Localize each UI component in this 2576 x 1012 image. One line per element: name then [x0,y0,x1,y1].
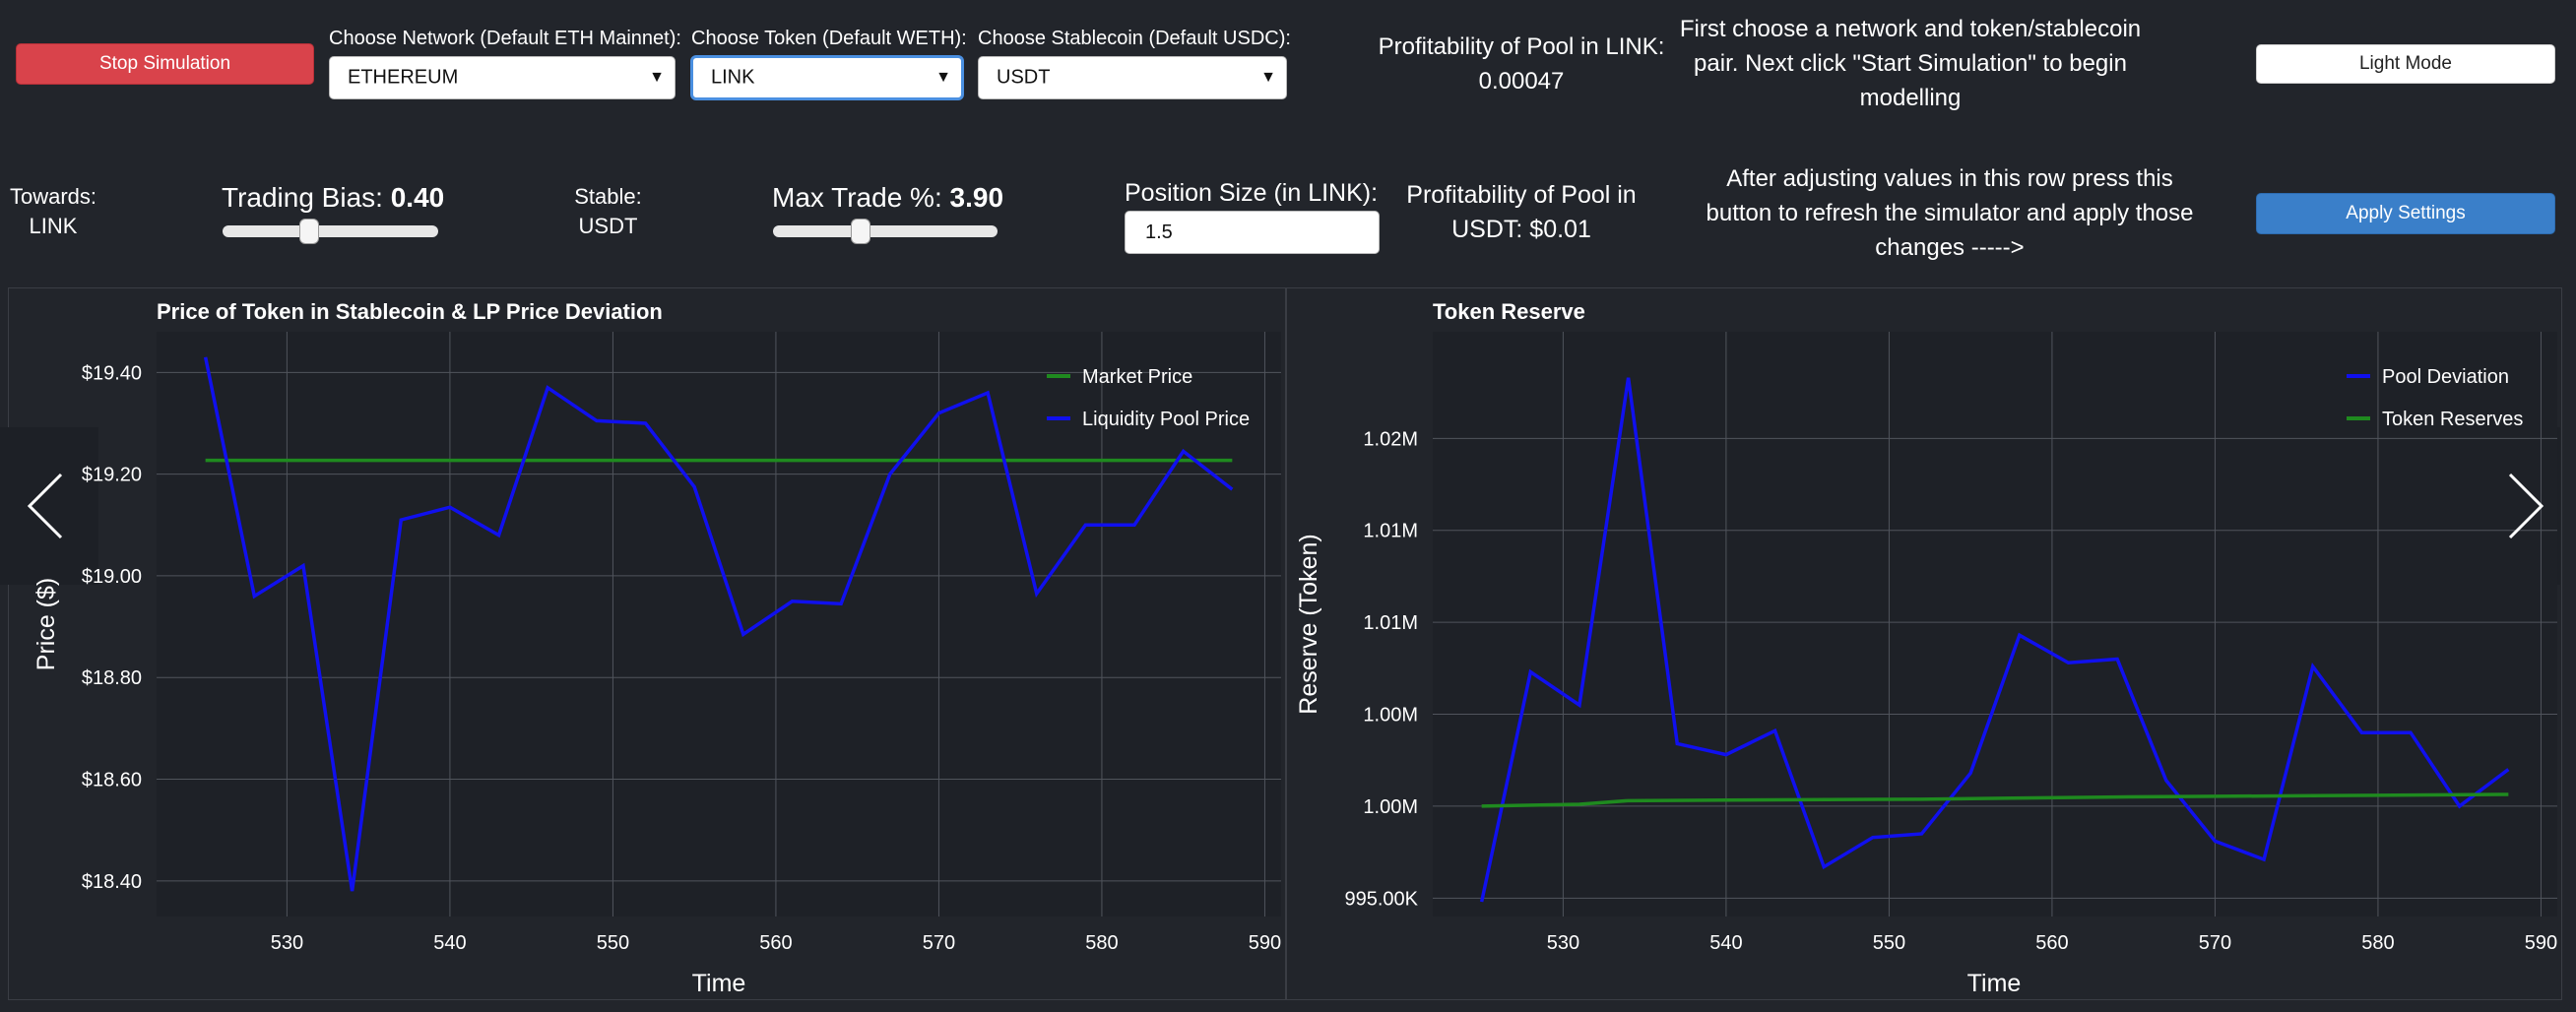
trading-bias-text: Trading Bias: [222,182,391,213]
profitability-stable: Profitability of Pool in USDT: $0.01 [1406,181,1637,243]
max-trade-slider[interactable] [773,225,998,237]
y-tick-label: $18.60 [82,770,142,791]
position-size-label: Position Size (in LINK): [1125,179,1379,207]
price-chart-title: Price of Token in Stablecoin & LP Price … [157,299,663,324]
x-tick-label: 570 [2199,932,2231,954]
chevron-right-icon[interactable] [2508,473,2544,539]
reserve-chart-ylabel: Reserve (Token) [1295,534,1322,714]
x-tick-label: 560 [759,932,792,954]
x-tick-label: 530 [271,932,303,954]
reserve-chart-title: Token Reserve [1433,299,1585,324]
trading-bias-slider[interactable] [223,225,438,237]
price-chart-legend: Market Price Liquidity Pool Price [1047,366,1250,430]
network-label: Choose Network (Default ETH Mainnet): [329,28,681,49]
token-select[interactable]: LINK ▼ [691,56,963,99]
network-select-value: ETHEREUM [348,66,459,89]
dropdown-arrow-icon: ▼ [935,69,951,86]
y-tick-label: 1.01M [1363,612,1418,634]
trading-bias-slider-handle[interactable] [298,219,319,244]
token-label: Choose Token (Default WETH): [691,28,967,49]
trading-bias-label: Trading Bias: 0.40 [222,182,444,214]
position-size-value: 1.5 [1145,221,1173,243]
series-line [1481,792,2509,808]
x-tick-label: 570 [923,932,955,954]
x-tick-label: 550 [1873,932,1905,954]
towards-value: LINK [29,214,78,238]
x-tick-label: 580 [2361,932,2394,954]
stablecoin-label: Choose Stablecoin (Default USDC): [978,28,1291,49]
chevron-left-icon[interactable] [27,473,63,539]
stable-label: Stable: [574,184,642,209]
network-select[interactable]: ETHEREUM ▼ [329,56,676,99]
y-tick-label: $19.40 [82,362,142,384]
max-trade-label: Max Trade %: 3.90 [772,182,1003,214]
profitability-token: Profitability of Pool in LINK: 0.00047 [1378,33,1665,95]
max-trade-text: Max Trade %: [772,182,950,213]
y-tick-label: 1.00M [1363,705,1418,727]
x-tick-label: 590 [2525,932,2557,954]
y-tick-label: $18.80 [82,667,142,689]
y-tick-label: 1.02M [1363,428,1418,450]
y-tick-label: $18.40 [82,871,142,893]
y-tick-label: 1.01M [1363,521,1418,542]
x-tick-label: 540 [1709,932,1742,954]
price-chart-ylabel: Price ($) [32,578,60,670]
max-trade-slider-handle[interactable] [850,219,870,244]
y-tick-label: $19.00 [82,566,142,588]
towards-label: Towards: [9,184,97,209]
stablecoin-select[interactable]: USDT ▼ [978,56,1287,99]
dropdown-arrow-icon: ▼ [1260,69,1276,86]
y-tick-label: 1.00M [1363,796,1418,818]
dropdown-arrow-icon: ▼ [649,69,665,86]
position-size-input[interactable]: 1.5 [1125,211,1380,254]
x-tick-label: 580 [1085,932,1118,954]
x-tick-label: 530 [1547,932,1579,954]
apply-hint-text: After adjusting values in this row press… [1706,165,2194,261]
stop-simulation-button[interactable]: Stop Simulation [16,43,314,85]
legend-label: Liquidity Pool Price [1082,409,1250,430]
price-chart-xlabel: Time [692,970,746,997]
reserve-chart-legend: Pool Deviation Token Reserves [2347,366,2523,430]
light-mode-button[interactable]: Light Mode [2256,44,2555,84]
trading-bias-value: 0.40 [390,182,445,213]
legend-label: Pool Deviation [2382,366,2509,388]
legend-label: Token Reserves [2382,409,2523,430]
series-line [1479,377,2510,903]
x-tick-label: 590 [1249,932,1281,954]
instructions-text: First choose a network and token/stablec… [1679,16,2142,111]
apply-settings-button[interactable]: Apply Settings [2256,193,2555,234]
series-line [203,356,1234,892]
token-select-value: LINK [711,66,755,89]
legend-label: Market Price [1082,366,1192,388]
carousel-prev-area[interactable] [0,427,98,585]
x-tick-label: 560 [2035,932,2068,954]
y-tick-label: $19.20 [82,465,142,486]
reserve-chart-xlabel: Time [1967,970,2022,997]
stablecoin-select-value: USDT [997,66,1051,89]
max-trade-value: 3.90 [949,182,1004,213]
y-tick-label: 995.00K [1344,888,1418,910]
x-tick-label: 550 [597,932,629,954]
x-tick-label: 540 [433,932,466,954]
stable-value: USDT [578,214,638,238]
price-chart-plot-area [157,332,1281,917]
